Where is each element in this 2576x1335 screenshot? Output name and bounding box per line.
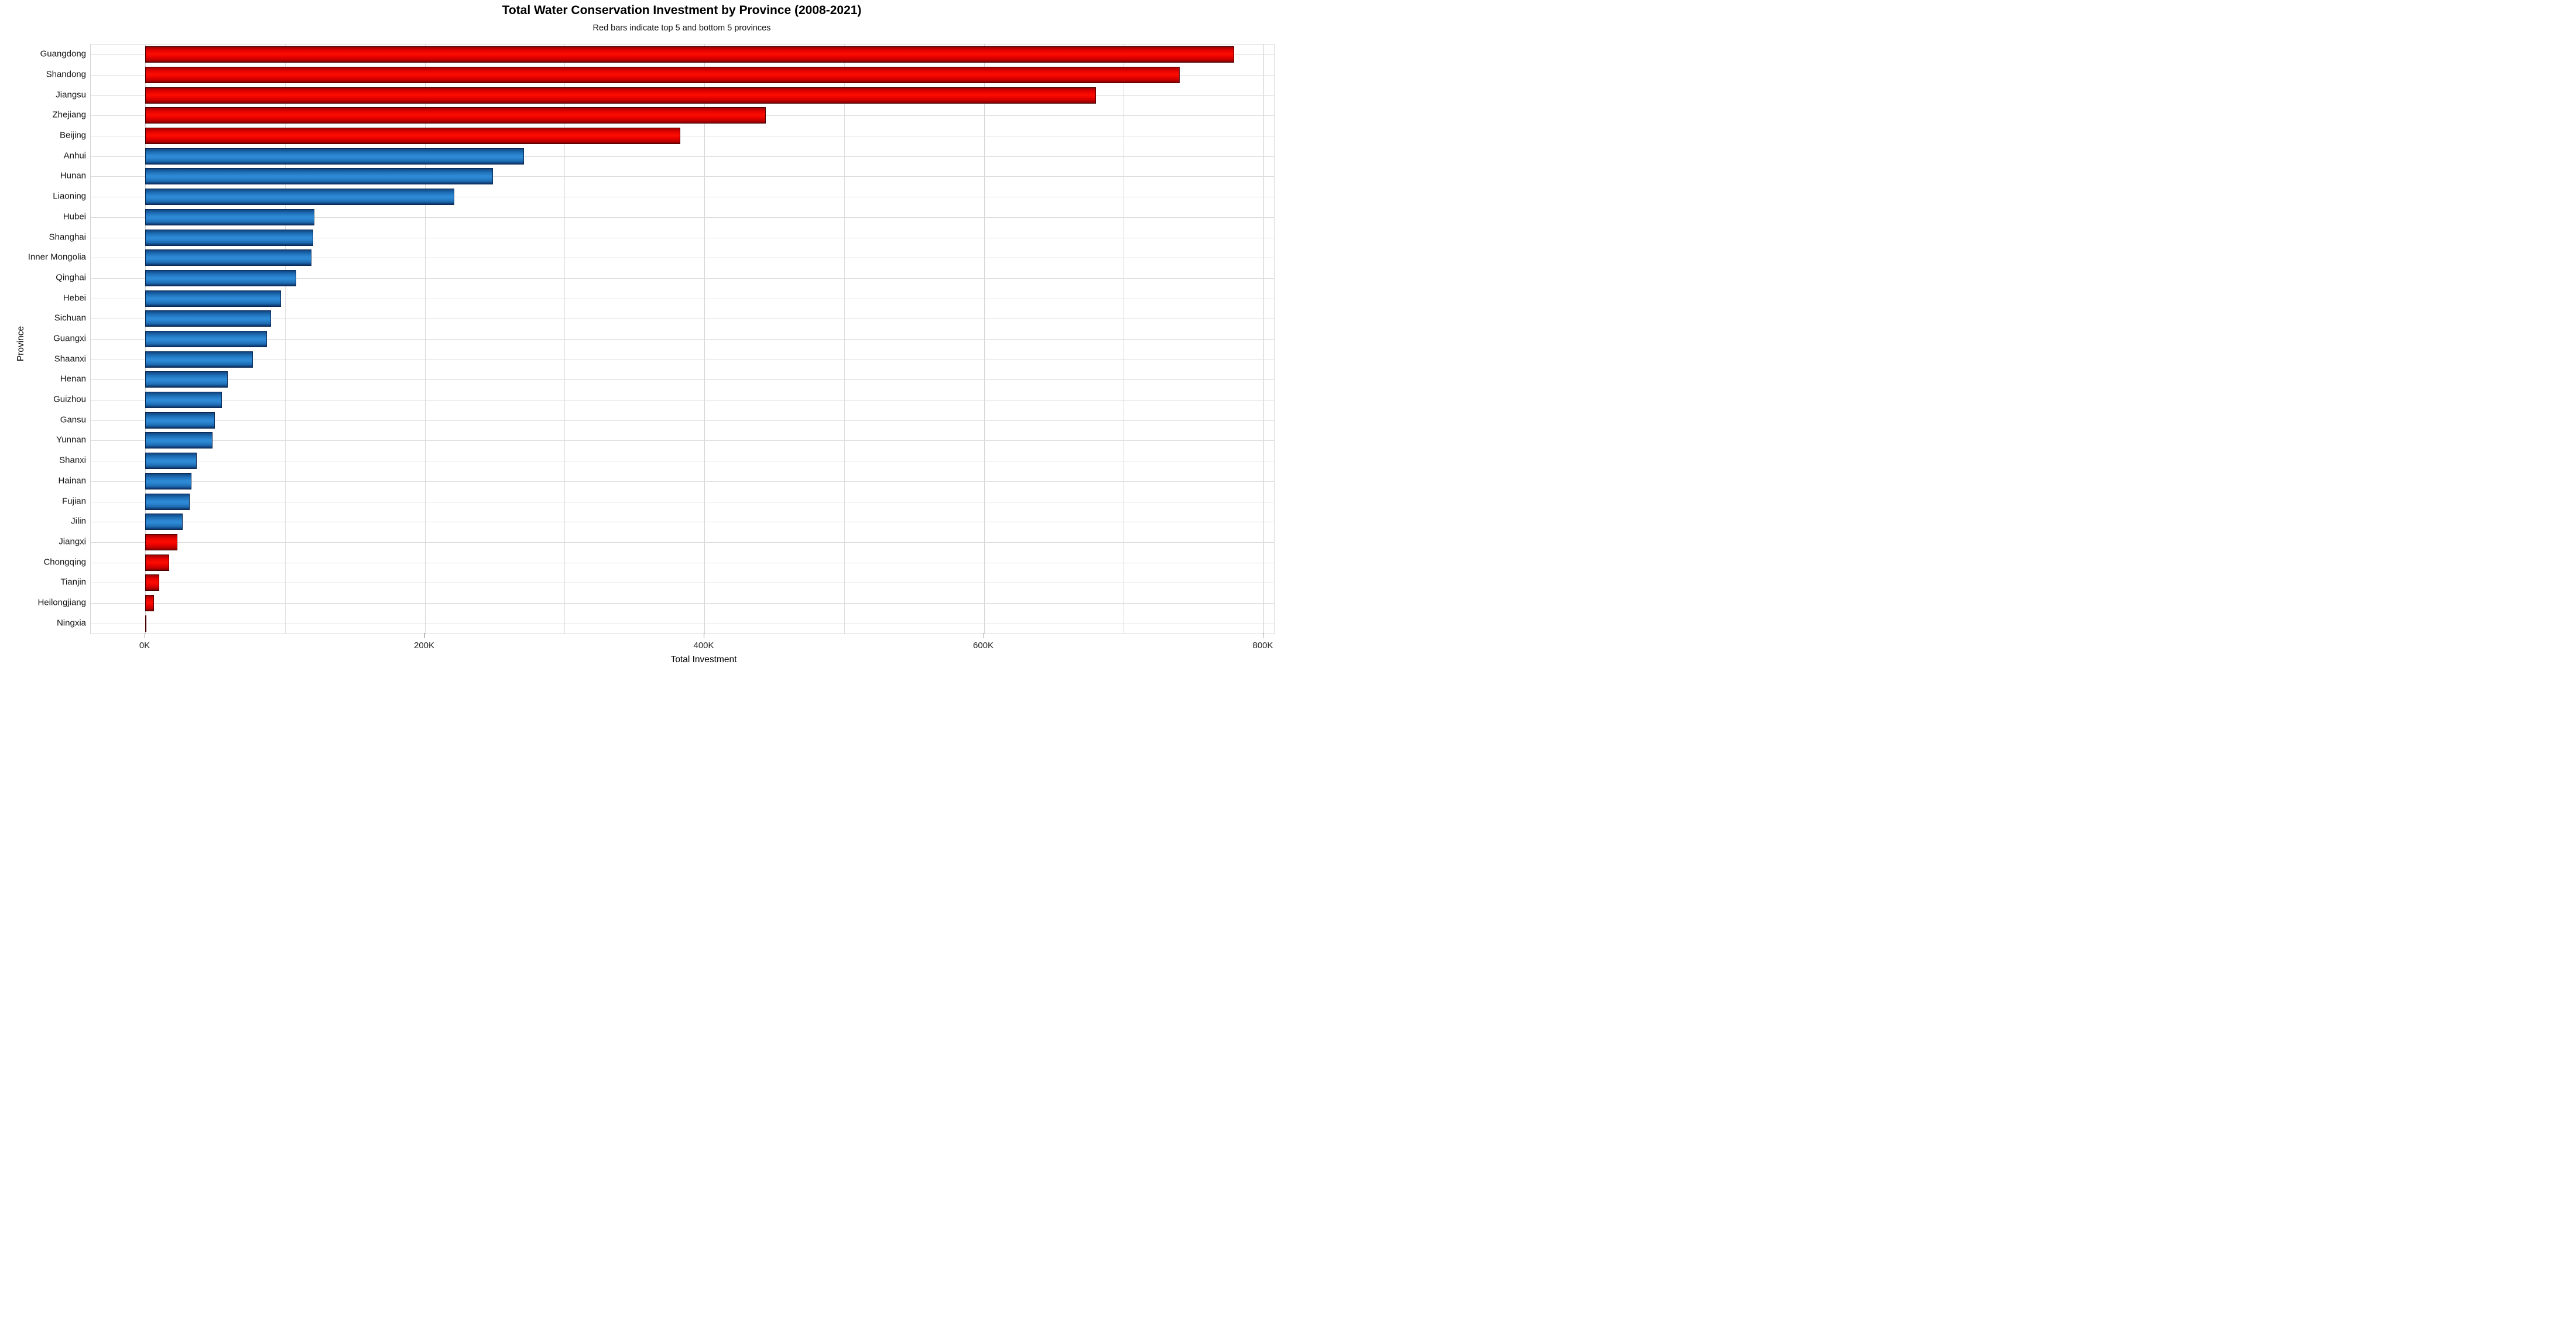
bar-beijing	[145, 128, 681, 145]
category-label: Jilin	[71, 516, 86, 526]
category-gridline	[91, 278, 1274, 279]
category-label: Heilongjiang	[37, 597, 86, 608]
plot-area	[90, 44, 1275, 634]
category-label: Guangxi	[53, 333, 86, 344]
bar-hainan	[145, 473, 191, 490]
category-label: Hubei	[63, 211, 86, 222]
category-label: Liaoning	[53, 191, 86, 201]
category-label: Sichuan	[54, 313, 86, 323]
category-label: Jiangsu	[56, 90, 86, 100]
category-gridline	[91, 339, 1274, 340]
category-label: Shaanxi	[54, 354, 86, 364]
bar-anhui	[145, 148, 524, 165]
x-tick-label: 600K	[972, 641, 994, 651]
chart-canvas: Total Water Conservation Investment by P…	[0, 0, 1288, 668]
bar-zhejiang	[145, 107, 766, 124]
x-axis-title: Total Investment	[670, 655, 737, 665]
category-gridline	[91, 481, 1274, 482]
bar-hebei	[145, 290, 281, 307]
category-label: Yunnan	[56, 434, 86, 445]
bar-tianjin	[145, 574, 159, 591]
category-label: Hainan	[58, 475, 86, 486]
category-gridline	[91, 420, 1274, 421]
category-label: Inner Mongolia	[28, 252, 86, 262]
bar-guangxi	[145, 331, 267, 347]
category-label: Gansu	[60, 415, 86, 425]
category-label: Henan	[60, 374, 86, 384]
x-tick-mark	[424, 633, 425, 638]
bar-jilin	[145, 514, 183, 530]
category-label: Shanghai	[49, 232, 86, 242]
bar-shanghai	[145, 229, 313, 246]
chart-subtitle: Red bars indicate top 5 and bottom 5 pro…	[592, 23, 771, 33]
category-gridline	[91, 542, 1274, 543]
category-gridline	[91, 440, 1274, 441]
chart-title: Total Water Conservation Investment by P…	[502, 4, 862, 17]
bar-hubei	[145, 208, 314, 225]
y-axis-title: Province	[16, 326, 26, 362]
category-gridline	[91, 379, 1274, 381]
category-label: Guangdong	[40, 49, 86, 59]
category-gridline	[91, 603, 1274, 604]
category-label: Fujian	[62, 496, 86, 506]
category-label: Zhejiang	[52, 109, 86, 120]
x-tick-label: 0K	[139, 641, 150, 651]
bar-jiangsu	[145, 87, 1096, 104]
x-tick-label: 400K	[693, 641, 714, 651]
category-label: Guizhou	[53, 394, 86, 405]
bar-yunnan	[145, 432, 213, 449]
category-gridline	[91, 176, 1274, 177]
bar-guizhou	[145, 392, 222, 409]
bar-gansu	[145, 412, 215, 429]
x-tick-label: 200K	[413, 641, 435, 651]
bar-guangdong	[145, 46, 1234, 63]
category-label: Chongqing	[43, 557, 86, 567]
bar-ningxia	[145, 615, 146, 632]
category-label: Hunan	[60, 170, 86, 181]
bar-shanxi	[145, 453, 197, 470]
bar-shaanxi	[145, 351, 253, 368]
bar-jiangxi	[145, 533, 177, 550]
category-label: Hebei	[63, 293, 86, 303]
category-label: Jiangxi	[59, 536, 86, 547]
bar-shandong	[145, 67, 1180, 84]
category-label: Anhui	[63, 150, 86, 161]
bar-liaoning	[145, 189, 454, 206]
bar-heilongjiang	[145, 594, 155, 611]
category-label: Ningxia	[56, 618, 86, 628]
x-tick-label: 800K	[1252, 641, 1273, 651]
bar-hunan	[145, 168, 494, 185]
bar-inner-mongolia	[145, 249, 312, 266]
category-label: Beijing	[59, 130, 86, 141]
category-gridline	[91, 217, 1274, 218]
category-label: Tianjin	[60, 577, 86, 587]
bar-chongqing	[145, 554, 169, 571]
bar-fujian	[145, 493, 190, 510]
category-label: Shanxi	[59, 455, 86, 465]
category-label: Qinghai	[56, 272, 86, 283]
bar-sichuan	[145, 310, 271, 327]
bar-henan	[145, 371, 228, 388]
bar-qinghai	[145, 269, 296, 286]
category-label: Shandong	[46, 69, 86, 80]
category-gridline	[91, 156, 1274, 157]
